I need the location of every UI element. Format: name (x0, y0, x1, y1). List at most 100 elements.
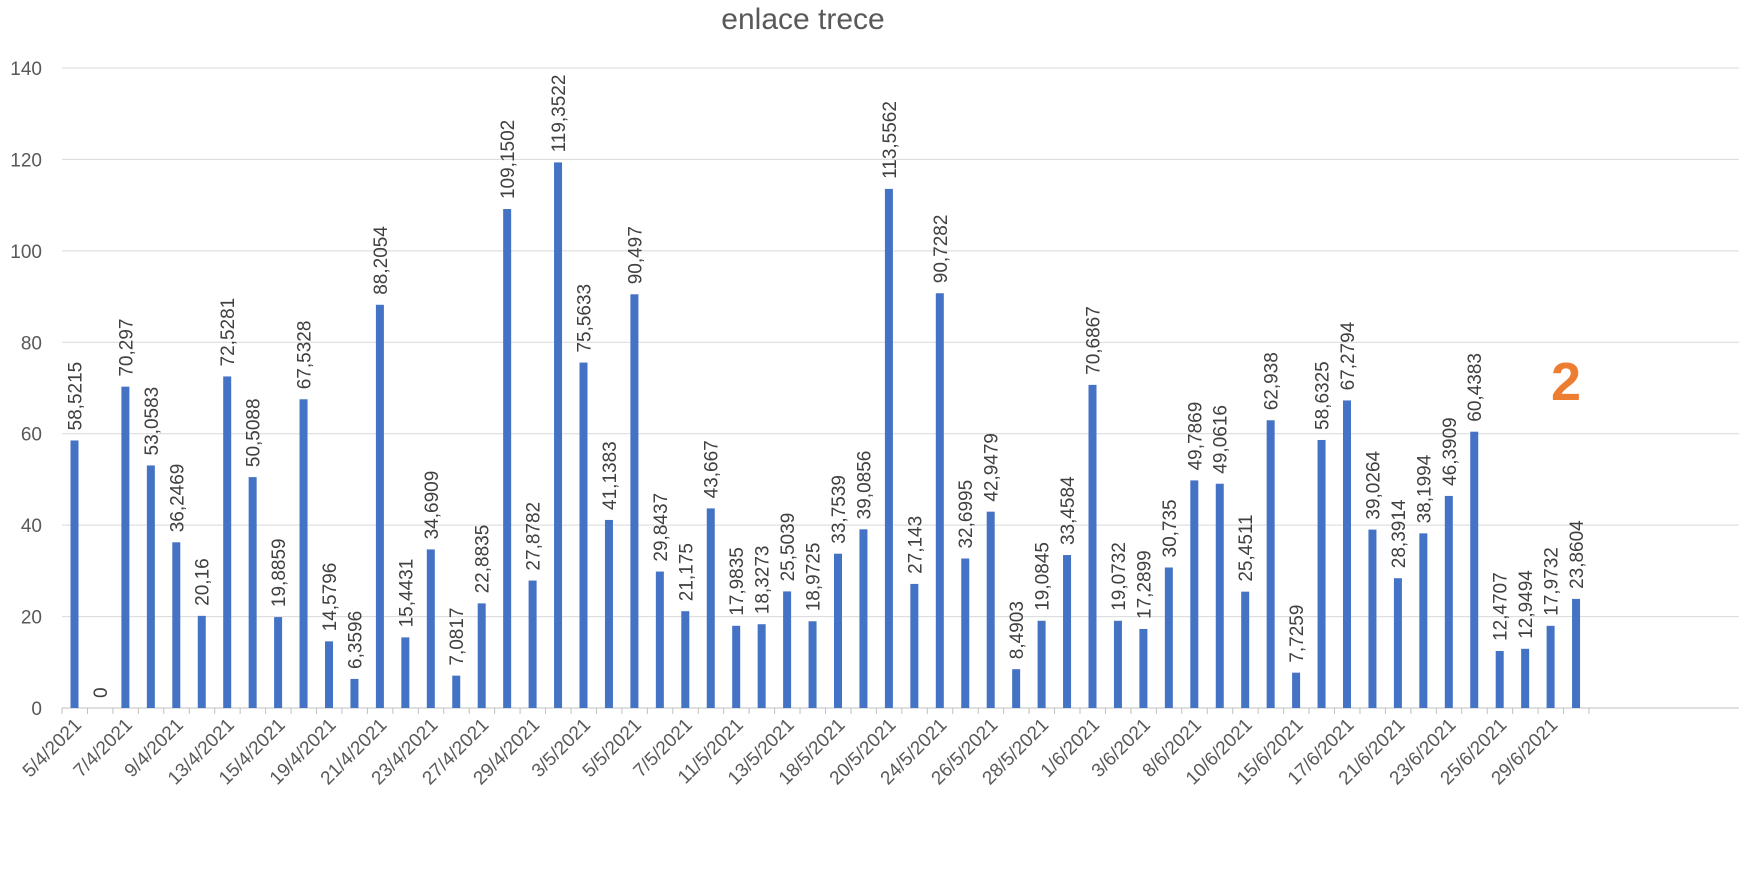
data-label: 88,2054 (371, 226, 392, 295)
data-label: 36,2469 (167, 464, 188, 533)
data-label: 39,0264 (1363, 450, 1384, 519)
data-label: 33,7539 (829, 475, 850, 544)
data-label: 17,2899 (1134, 550, 1155, 619)
clipped-annotation: 2 (1551, 352, 1581, 412)
bar (401, 637, 410, 708)
data-label: 27,143 (905, 516, 926, 574)
y-tick-label: 0 (31, 699, 42, 720)
bar (554, 162, 563, 708)
data-label: 58,6325 (1313, 361, 1334, 430)
data-label: 18,3273 (753, 546, 774, 615)
data-label: 33,4584 (1058, 476, 1079, 545)
bar (630, 294, 639, 708)
bar (223, 376, 232, 708)
data-label: 70,6867 (1084, 306, 1105, 375)
bar (706, 508, 715, 708)
bar (1495, 650, 1504, 708)
bar (1164, 567, 1173, 708)
y-tick-label: 80 (21, 333, 42, 354)
y-tick-label: 60 (21, 425, 42, 446)
data-label: 18,9725 (804, 543, 825, 612)
data-label: 7,0817 (447, 608, 468, 666)
data-label: 12,9494 (1516, 570, 1537, 639)
data-label: 72,5281 (218, 298, 239, 367)
data-label: 42,9479 (982, 433, 1003, 502)
data-label: 43,667 (702, 440, 723, 498)
data-label: 60,4383 (1465, 353, 1486, 422)
data-label: 8,4903 (1007, 601, 1028, 659)
bar (604, 519, 613, 708)
bar (325, 641, 333, 708)
data-label: 62,938 (1262, 352, 1283, 410)
data-label: 53,0583 (142, 387, 163, 456)
bar (452, 675, 461, 708)
bar (172, 542, 181, 708)
bar (961, 558, 970, 708)
data-label: 25,5039 (778, 513, 799, 582)
chart-title: enlace trece (721, 3, 884, 36)
bar (121, 386, 130, 708)
bar (732, 625, 741, 708)
data-label: 109,1502 (498, 120, 519, 199)
data-label: 67,2794 (1338, 321, 1359, 390)
bar (1521, 648, 1530, 708)
bar (146, 465, 155, 708)
data-label: 50,5088 (244, 398, 265, 467)
data-label: 23,8604 (1567, 520, 1588, 589)
bar (757, 624, 766, 708)
bar (884, 188, 893, 709)
data-label: 17,9835 (727, 547, 748, 616)
data-label: 38,1994 (1414, 454, 1435, 523)
data-label: 32,6995 (956, 480, 977, 549)
bar (935, 293, 944, 708)
data-label: 67,5328 (295, 321, 316, 390)
data-label: 27,8782 (524, 502, 545, 571)
data-label: 41,1383 (600, 441, 621, 510)
bar (681, 611, 690, 708)
bar (1317, 439, 1326, 708)
data-label: 29,8437 (651, 493, 672, 562)
data-label: 30,735 (1160, 499, 1181, 557)
data-label: 39,0856 (854, 451, 875, 520)
bar (1266, 420, 1275, 708)
bar (1572, 598, 1581, 708)
data-label: 58,5215 (66, 362, 87, 431)
x-axis-ticks: 5/4/20217/4/20219/4/202113/4/202115/4/20… (19, 715, 1562, 790)
data-label: 6,3596 (345, 611, 366, 669)
bar (375, 304, 384, 708)
bar (1343, 400, 1351, 708)
bar (1215, 483, 1224, 708)
bar (1419, 533, 1428, 708)
bar (808, 621, 817, 708)
data-label: 15,4431 (396, 559, 417, 628)
bar (783, 591, 792, 708)
data-label: 90,7282 (931, 215, 952, 284)
bar (1139, 628, 1148, 708)
data-label: 19,0732 (1109, 542, 1130, 611)
data-label: 34,6909 (422, 471, 443, 540)
data-label: 22,8835 (473, 525, 494, 594)
bar (1292, 672, 1301, 708)
bar (503, 209, 512, 709)
bar (350, 678, 359, 708)
y-tick-label: 40 (21, 516, 42, 537)
bar (426, 549, 435, 708)
bar (1037, 620, 1046, 708)
bar (1190, 480, 1199, 708)
bar (248, 477, 257, 708)
data-label: 20,16 (193, 558, 214, 606)
data-label: 12,4707 (1491, 572, 1512, 641)
data-label: 21,175 (676, 543, 697, 601)
bar (1470, 431, 1479, 708)
data-label: 119,3522 (549, 75, 570, 153)
data-label: 90,497 (625, 226, 646, 284)
bar (197, 615, 206, 708)
data-label: 49,7869 (1185, 402, 1206, 471)
y-axis-ticks: 0 20 40 60 80 100 120 140 (10, 59, 42, 720)
gridlines (61, 67, 1739, 714)
bar (1393, 578, 1402, 708)
data-label: 75,5633 (575, 284, 596, 353)
bar (528, 580, 537, 708)
bar (1546, 625, 1555, 708)
bar (274, 617, 283, 708)
